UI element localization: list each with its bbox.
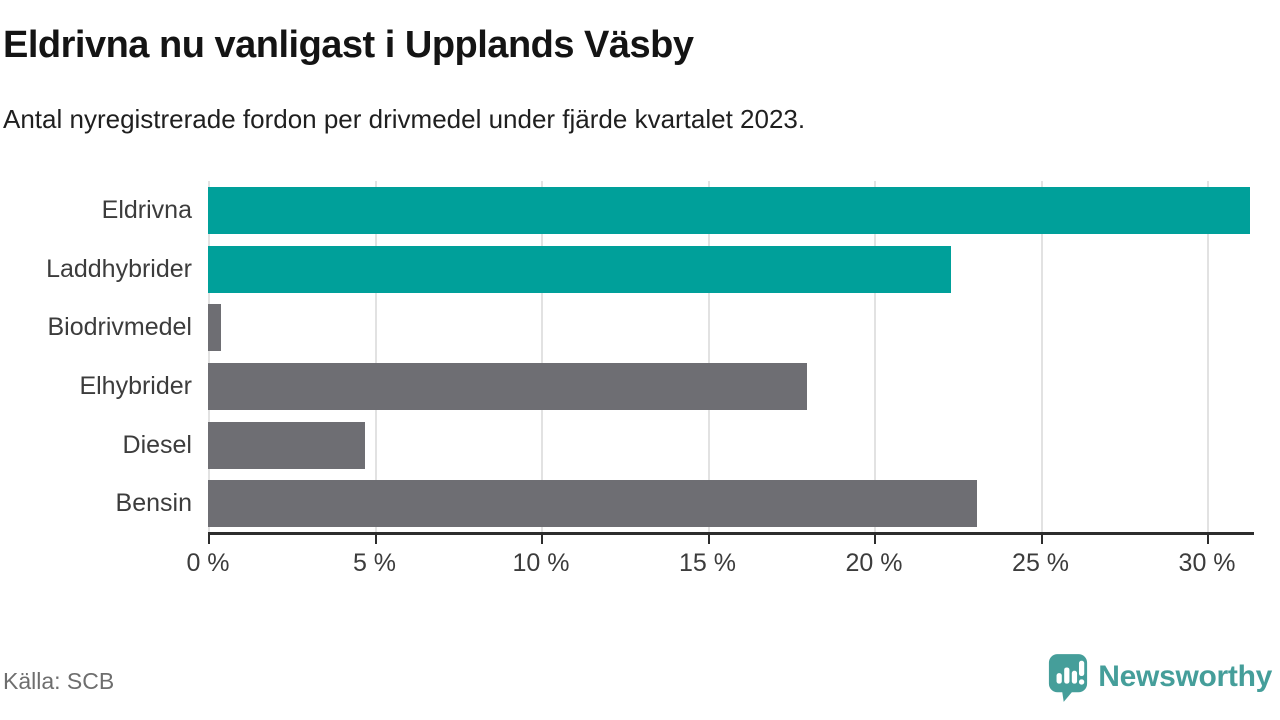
category-label: Elhybrider	[79, 371, 192, 400]
gridline	[374, 181, 377, 533]
bar-row	[208, 240, 1252, 299]
gridlines	[208, 181, 1252, 533]
axis-tick-label: 25 %	[1012, 549, 1070, 577]
bar	[208, 362, 808, 410]
gridline	[208, 181, 210, 533]
axis-tick	[1040, 535, 1043, 544]
category-label: Bensin	[115, 489, 192, 518]
axis-tick-label: 30 %	[1178, 549, 1236, 577]
x-axis-ticks: 0 % 5 % 10 % 15 % 20 % 25 % 30 %	[186, 535, 1252, 595]
category-label: Laddhybrider	[46, 254, 192, 283]
gridline	[1207, 181, 1210, 533]
gridline	[874, 181, 877, 533]
gridline	[707, 181, 710, 533]
chart-title: Eldrivna nu vanligast i Upplands Väsby	[3, 24, 694, 66]
axis-tick	[374, 535, 377, 544]
bar	[208, 480, 978, 528]
category-label: Eldrivna	[101, 195, 192, 224]
axis-tick	[208, 535, 210, 544]
axis-tick	[707, 535, 710, 544]
category-label: Biodrivmedel	[47, 313, 192, 342]
gridline	[1040, 181, 1043, 533]
axis-tick-label: 10 %	[512, 549, 570, 577]
gridline	[541, 181, 543, 533]
category-labels: Eldrivna Laddhybrider Biodrivmedel Elhybrid…	[0, 181, 192, 533]
axis-tick-label: 5 %	[352, 549, 397, 577]
bar	[208, 304, 222, 352]
source-label: Källa: SCB	[3, 668, 115, 694]
bar-row	[208, 357, 1252, 416]
axis-tick-label: 15 %	[679, 549, 737, 577]
bar	[208, 186, 1251, 234]
brand-name: Newsworthy	[1098, 660, 1272, 693]
axis-tick-label: 0 %	[186, 549, 230, 577]
axis-tick	[874, 535, 877, 544]
bar-row	[208, 474, 1252, 533]
axis-tick-label: 20 %	[845, 549, 903, 577]
brand-logo: Newsworthy	[1047, 652, 1272, 702]
newsworthy-icon	[1047, 652, 1089, 702]
bar-row	[208, 416, 1252, 475]
axis-tick	[541, 535, 543, 544]
bar-row	[208, 181, 1252, 240]
bar	[208, 245, 951, 293]
chart-subtitle: Antal nyregistrerade fordon per drivmede…	[3, 104, 806, 134]
category-label: Diesel	[122, 430, 192, 459]
bar-row	[208, 298, 1252, 357]
x-axis-line	[208, 532, 1254, 535]
bar-series	[208, 181, 1252, 533]
bar	[208, 421, 365, 469]
axis-tick	[1207, 535, 1210, 544]
